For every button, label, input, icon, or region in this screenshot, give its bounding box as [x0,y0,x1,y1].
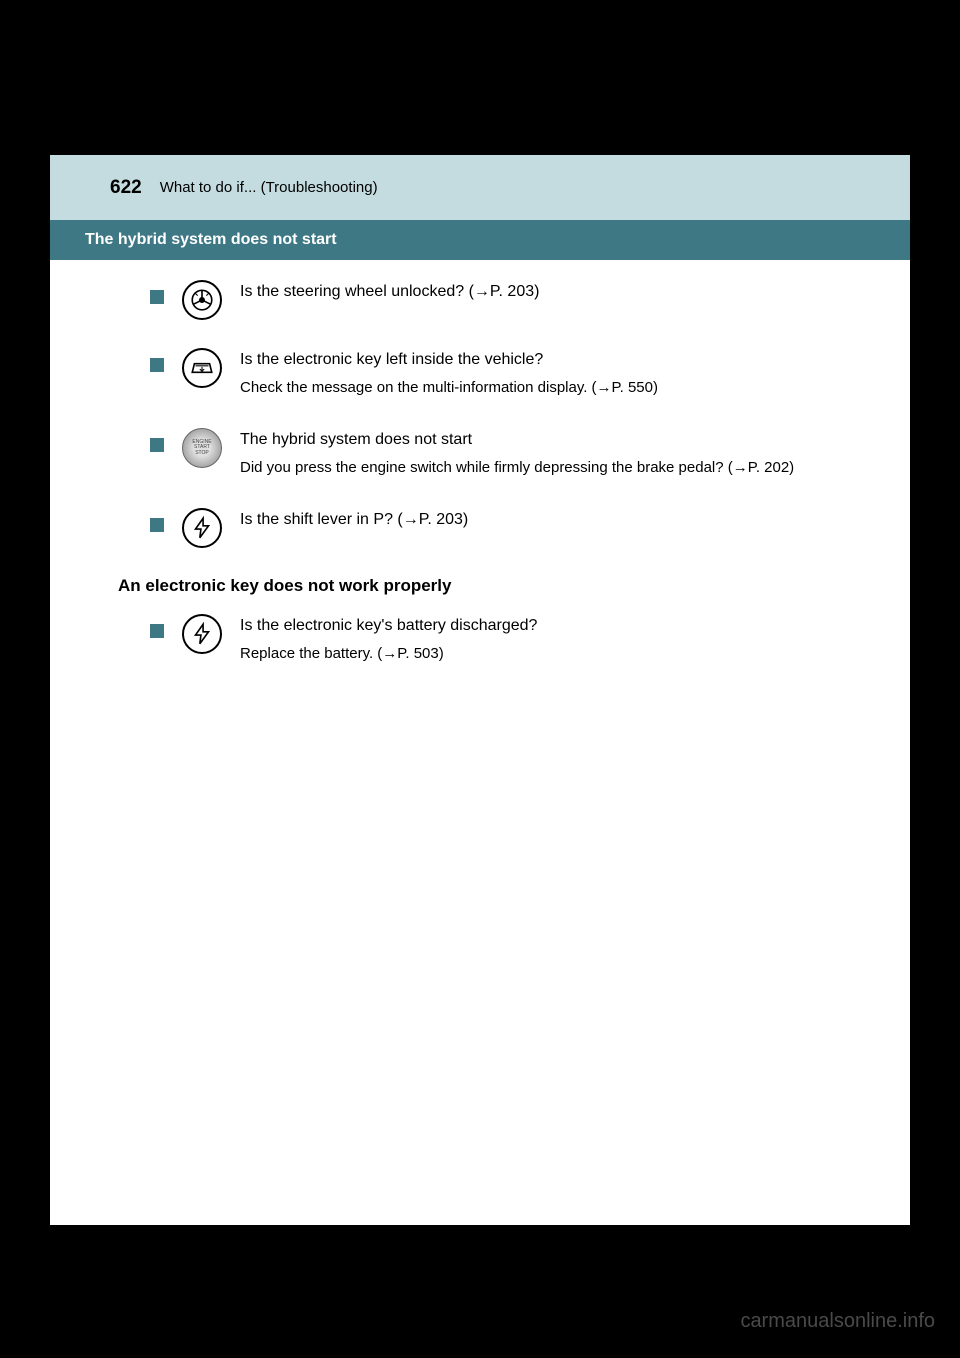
item-main-text: Is the steering wheel unlocked? (→P. 203… [240,280,850,304]
section-title: The hybrid system does not start [85,231,337,249]
bullet-icon [150,518,164,532]
troubleshooting-item: Is the electronic key's battery discharg… [150,614,850,666]
section-bar: The hybrid system does not start [50,220,910,260]
power-bolt-icon [182,614,222,654]
bullet-icon [150,624,164,638]
sub-heading: An electronic key does not work properly [118,576,850,596]
moonroof-icon [182,348,222,388]
header-title: What to do if... (Troubleshooting) [160,179,378,196]
power-bolt-icon [182,508,222,548]
page-header: 622 What to do if... (Troubleshooting) [50,155,910,220]
troubleshooting-item: Is the steering wheel unlocked? (→P. 203… [150,280,850,320]
troubleshooting-item: Is the electronic key left inside the ve… [150,348,850,400]
item-text: Is the shift lever in P? (→P. 203) [240,508,850,532]
bullet-icon [150,438,164,452]
item-sub-text: Did you press the engine switch while fi… [240,456,850,480]
item-main-text: The hybrid system does not start [240,428,850,452]
engine-button-icon: ENGINESTARTSTOP [182,428,222,468]
troubleshooting-item: ENGINESTARTSTOP The hybrid system does n… [150,428,850,480]
steering-wheel-icon [182,280,222,320]
bullet-icon [150,358,164,372]
item-text: Is the steering wheel unlocked? (→P. 203… [240,280,850,304]
item-main-text: Is the electronic key left inside the ve… [240,348,850,372]
item-text: The hybrid system does not start Did you… [240,428,850,480]
item-main-text: Is the shift lever in P? (→P. 203) [240,508,850,532]
bullet-icon [150,290,164,304]
item-main-text: Is the electronic key's battery discharg… [240,614,850,638]
page-number: 622 [110,177,142,199]
item-sub-text: Check the message on the multi-informati… [240,376,850,400]
item-sub-text: Replace the battery. (→P. 503) [240,642,850,666]
troubleshooting-item: Is the shift lever in P? (→P. 203) [150,508,850,548]
item-text: Is the electronic key left inside the ve… [240,348,850,400]
content-area: Is the steering wheel unlocked? (→P. 203… [50,260,910,734]
page-container: 622 What to do if... (Troubleshooting) T… [50,155,910,1225]
watermark: carmanualsonline.info [740,1310,935,1333]
item-text: Is the electronic key's battery discharg… [240,614,850,666]
